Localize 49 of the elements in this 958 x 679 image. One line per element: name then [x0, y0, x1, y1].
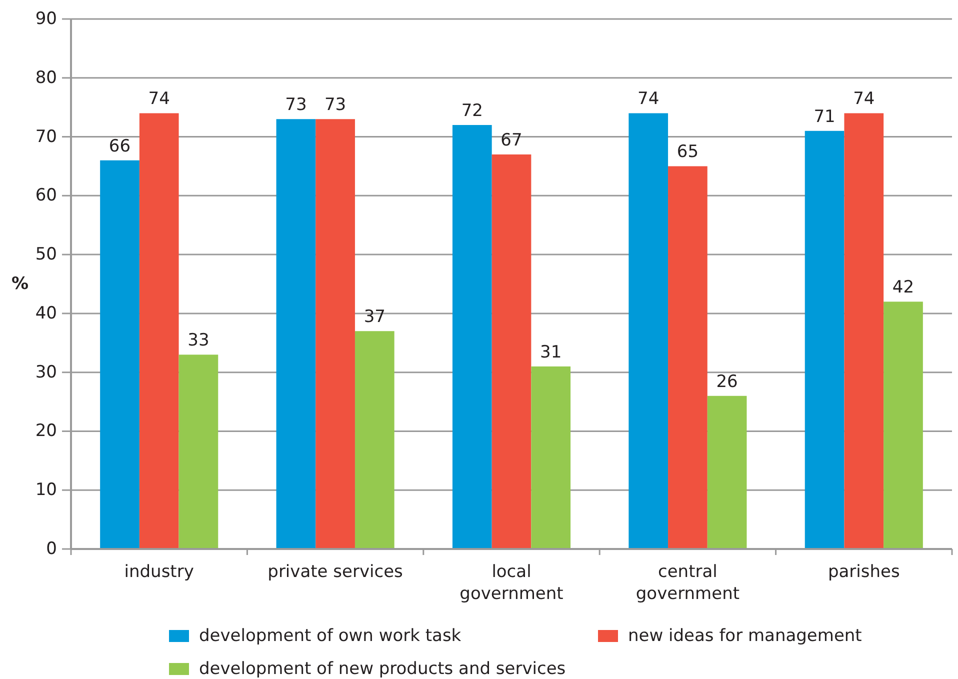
data-label: 74 [638, 89, 660, 110]
y-tick-label: 20 [35, 421, 57, 442]
y-tick-label: 30 [35, 362, 57, 382]
legend-label: new ideas for management [628, 626, 862, 646]
bar [707, 396, 747, 549]
y-tick-label: 0 [46, 539, 57, 559]
data-label: 37 [364, 307, 386, 328]
y-tick-label: 60 [35, 186, 57, 206]
x-tick-label: industry [124, 562, 194, 582]
legend-label: development of new products and services [199, 659, 566, 679]
bar [804, 130, 844, 549]
legend-label: development of own work task [199, 626, 462, 646]
y-tick-label: 50 [35, 244, 57, 265]
bar [276, 119, 316, 549]
x-tick-label: local government [460, 562, 564, 604]
bar [354, 331, 394, 549]
x-tick-label: parishes [828, 562, 900, 582]
bar [452, 125, 492, 549]
y-axis-title: % [11, 274, 29, 294]
bar [884, 302, 923, 549]
bar [178, 354, 218, 549]
bar [844, 113, 884, 549]
x-tick-label: central government [636, 562, 740, 604]
data-label: 71 [814, 106, 836, 127]
y-tick-label: 10 [35, 480, 57, 500]
y-tick-label: 70 [35, 126, 57, 147]
bar [668, 166, 708, 549]
data-label: 72 [461, 101, 483, 121]
data-label: 66 [108, 136, 131, 156]
data-label: 42 [892, 278, 914, 298]
y-tick-label: 80 [35, 68, 57, 88]
bar [139, 113, 179, 549]
data-label: 74 [148, 89, 170, 110]
bar [316, 119, 355, 549]
data-label: 73 [324, 95, 346, 116]
data-label: 33 [188, 330, 210, 351]
data-label: 74 [853, 89, 875, 110]
data-label: 73 [285, 95, 307, 116]
bar [531, 366, 571, 549]
data-label: 65 [676, 142, 699, 162]
y-tick-label: 90 [35, 9, 57, 29]
data-label: 26 [716, 372, 738, 392]
bar [628, 113, 668, 549]
data-label: 67 [500, 130, 522, 150]
x-tick-label: private services [268, 562, 404, 582]
bar [492, 154, 532, 549]
bar [100, 160, 140, 549]
data-label: 31 [540, 342, 562, 362]
y-tick-label: 40 [35, 303, 57, 324]
